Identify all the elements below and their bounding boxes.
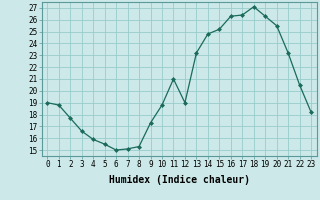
X-axis label: Humidex (Indice chaleur): Humidex (Indice chaleur) xyxy=(109,175,250,185)
